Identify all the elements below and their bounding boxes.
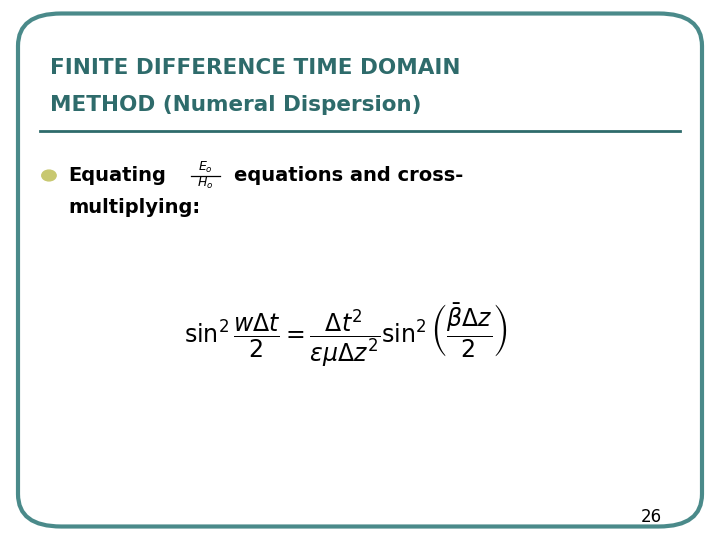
Text: Equating: Equating [68,166,166,185]
Text: $\sin^2 \dfrac{w\Delta t}{2} = \dfrac{\Delta t^2}{\varepsilon\mu\Delta z^2} \sin: $\sin^2 \dfrac{w\Delta t}{2} = \dfrac{\D… [184,301,508,369]
Text: FINITE DIFFERENCE TIME DOMAIN: FINITE DIFFERENCE TIME DOMAIN [50,57,461,78]
Text: equations and cross-: equations and cross- [234,166,463,185]
Text: METHOD (Numeral Dispersion): METHOD (Numeral Dispersion) [50,95,422,116]
Text: 26: 26 [641,508,662,526]
FancyBboxPatch shape [18,14,702,526]
Circle shape [42,170,56,181]
Text: multiplying:: multiplying: [68,198,201,218]
Text: $E_o$: $E_o$ [198,160,212,175]
Text: $H_o$: $H_o$ [197,176,213,191]
